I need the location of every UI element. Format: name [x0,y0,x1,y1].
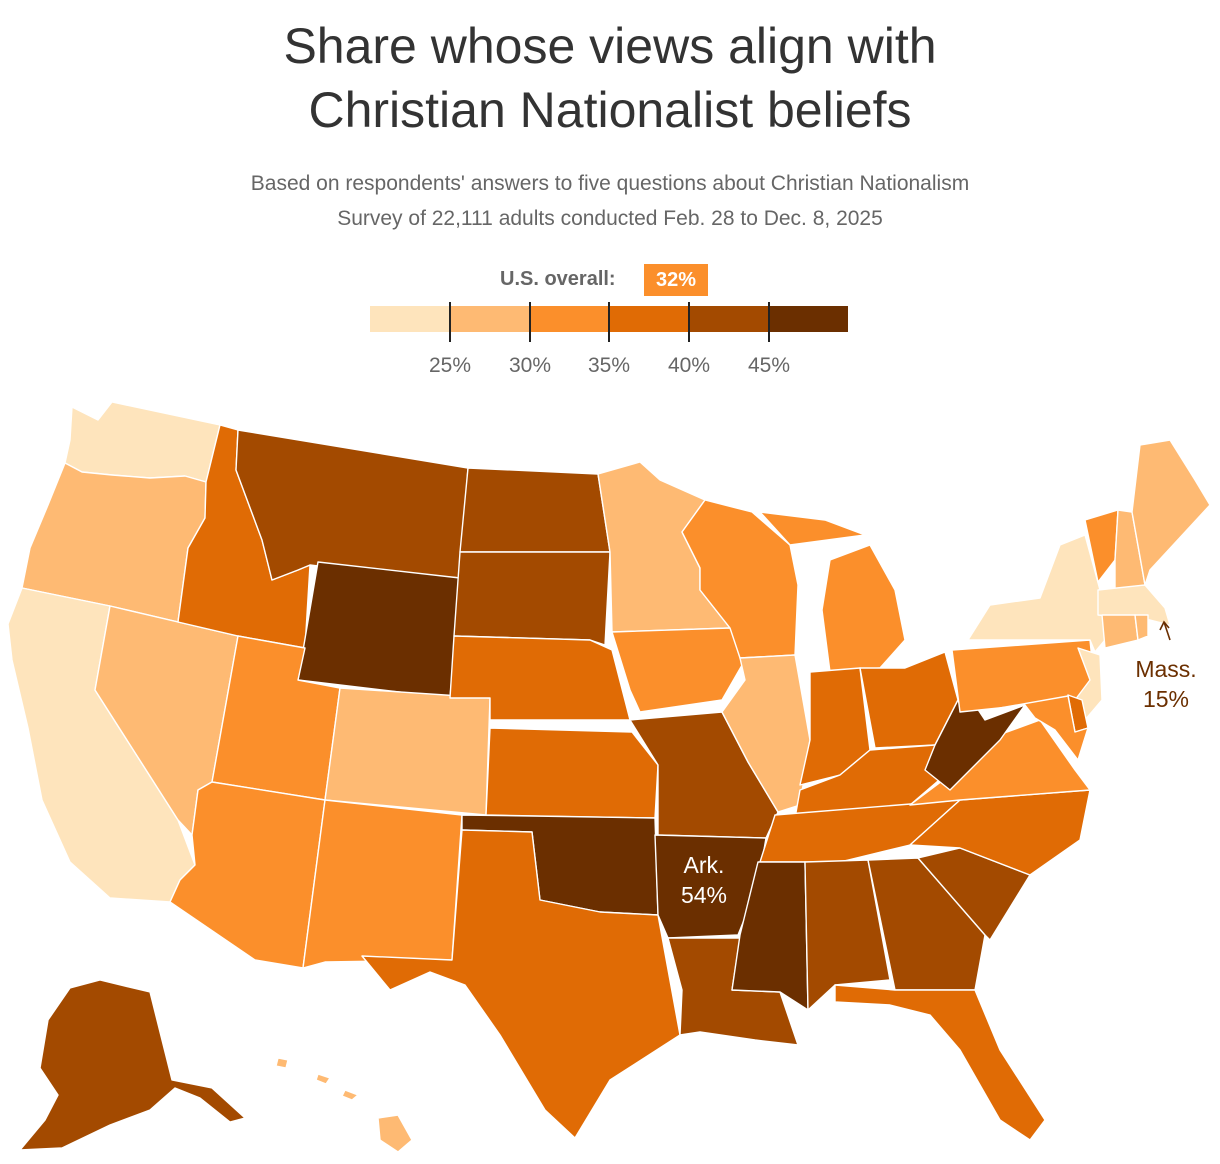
legend-tick-mark [768,302,770,342]
subtitle-line-1: Based on respondents' answers to five qu… [250,172,970,195]
legend-label-45: 45% [747,354,791,377]
subtitle-line-2: Survey of 22,111 adults conducted Feb. 2… [337,207,883,230]
state-ri[interactable] [1134,614,1149,641]
state-mt[interactable] [235,429,469,581]
state-ar[interactable] [654,834,767,939]
legend-tick-mark [688,302,690,342]
state-al[interactable] [804,859,891,1011]
legend-tick-mark [449,302,451,342]
state-wy[interactable] [297,561,461,699]
state-ct[interactable] [1101,614,1139,649]
legend-tick-mark [608,302,610,342]
legend-label-25: 25% [428,354,472,377]
state-ks[interactable] [485,727,659,819]
state-me[interactable] [1131,439,1211,586]
title-line-1: Share whose views align with [283,18,937,74]
legend-swatch-1 [370,306,450,332]
state-wa[interactable] [64,401,221,483]
legend-swatch-6 [768,306,849,332]
legend-swatch-2 [449,306,530,332]
state-sc[interactable] [917,847,1031,941]
state-ia[interactable] [611,627,746,713]
callout-arkansas-value: 54% [680,882,728,908]
legend-label-35: 35% [587,354,631,377]
legend-tick-marks [370,302,848,342]
callout-massachusetts-name: Mass. [1135,656,1197,682]
state-ak[interactable] [19,979,246,1151]
state-mi[interactable] [759,511,906,673]
color-legend [370,306,849,332]
callout-massachusetts: Mass. 15% [1120,654,1212,714]
legend-label-30: 30% [508,354,552,377]
callout-arkansas-name: Ark. [683,852,725,878]
chart-title: Share whose views align with Christian N… [0,14,1220,142]
chart-subtitle: Based on respondents' answers to five qu… [0,166,1220,236]
callout-massachusetts-value: 15% [1142,686,1190,712]
state-ny[interactable] [967,534,1106,653]
state-nm[interactable] [302,799,463,969]
us-overall-label: U.S. overall: [500,268,616,290]
state-nd[interactable] [459,467,611,553]
mass-callout-arrow-icon [1159,620,1171,641]
callout-arkansas: Ark. 54% [664,850,744,910]
title-line-2: Christian Nationalist beliefs [308,82,912,138]
legend-labels: 25% 30% 35% 40% 45% [370,354,848,382]
us-overall-badge: 32% [644,264,708,296]
state-md[interactable] [999,695,1089,761]
legend-swatch-4 [609,306,689,332]
state-ga[interactable] [867,857,986,991]
legend-label-40: 40% [667,354,711,377]
state-co[interactable] [324,687,491,816]
us-overall: U.S. overall: 32% [0,264,1220,298]
state-il[interactable] [721,654,811,813]
state-tx[interactable] [361,829,681,1139]
legend-swatch-5 [688,306,769,332]
legend-tick-mark [529,302,531,342]
legend-swatch-3 [529,306,610,332]
state-hi[interactable] [275,1057,413,1153]
state-sd[interactable] [453,551,611,646]
state-ne[interactable] [449,635,631,721]
state-fl[interactable] [834,984,1046,1141]
